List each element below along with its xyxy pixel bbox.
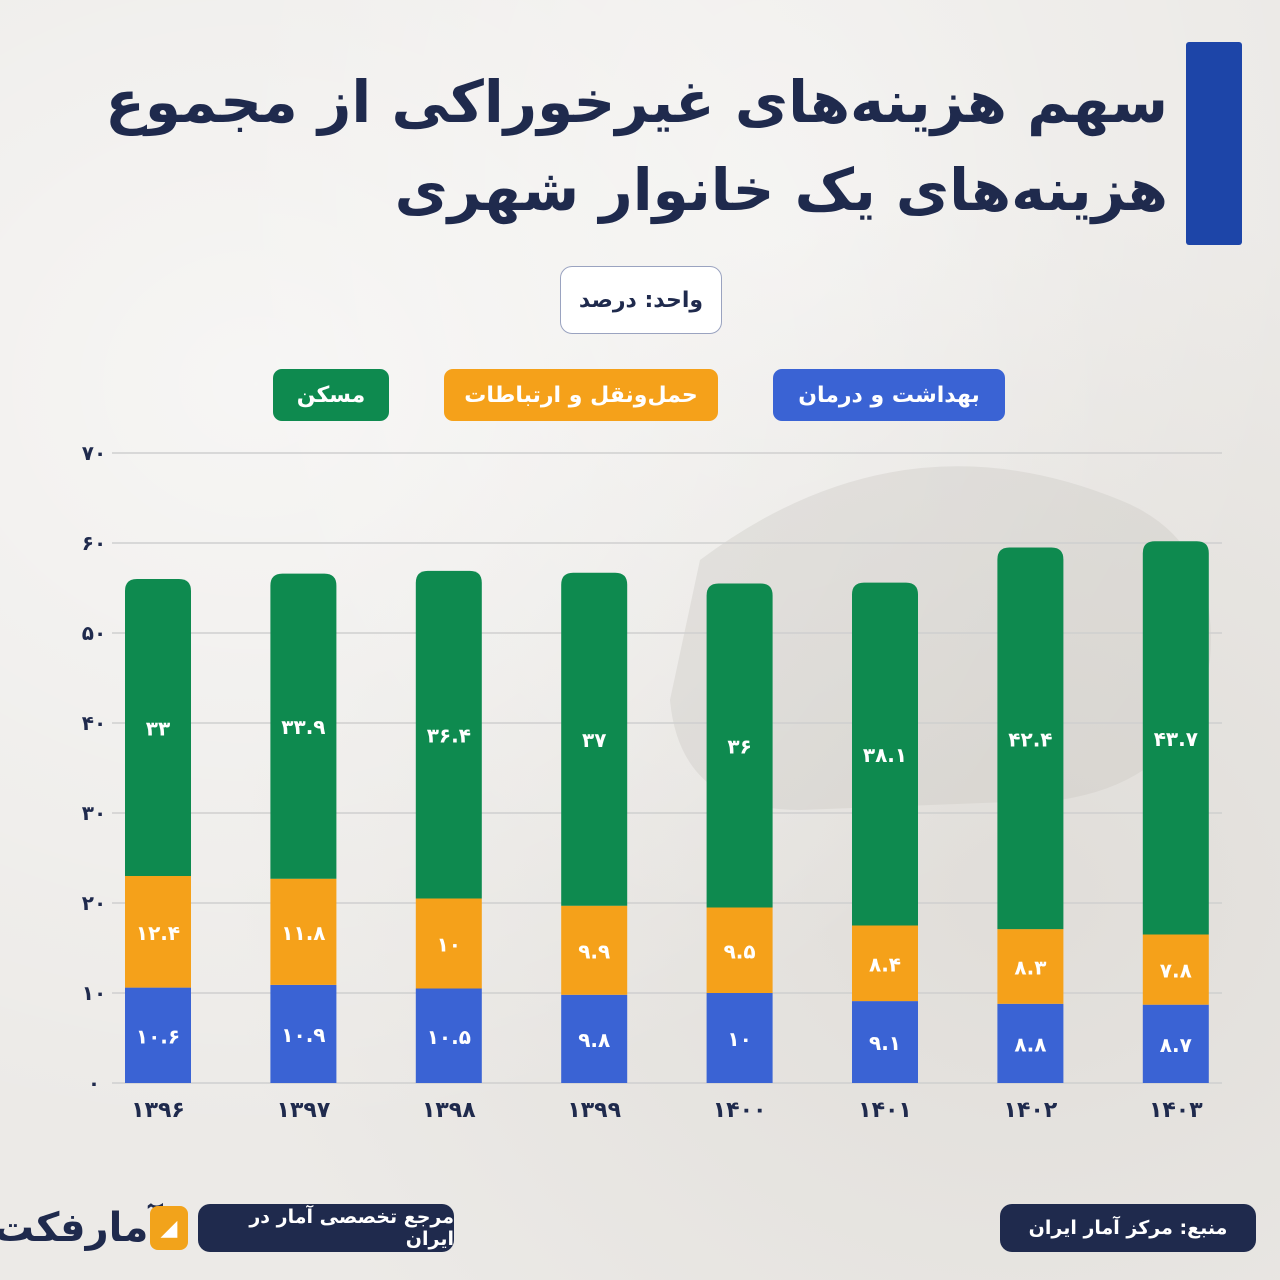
bar-value-label: ۱۱.۸ [281,921,325,945]
bar-segment [852,582,918,926]
legend-health: بهداشت و درمان [773,369,1005,421]
bar-value-label: ۹.۵ [724,939,756,963]
bar-segment [270,878,337,985]
bar-segment [415,898,482,989]
x-tick-label: ۱۳۹۶ [131,1098,185,1123]
source-text: منبع: مرکز آمار ایران [1028,1217,1228,1239]
bar-value-label: ۸.۸ [1014,1032,1046,1056]
bar-segment [415,570,482,899]
legend-housing: مسکن [273,369,389,421]
x-tick-label: ۱۴۰۱ [858,1098,912,1123]
bar-segment [125,579,191,876]
bar-segment [561,994,628,1083]
x-tick-label: ۱۳۹۹ [567,1098,621,1123]
bar-segment [852,1001,918,1083]
tagline-badge: مرجع تخصصی آمار در ایران [198,1204,454,1252]
bar-value-label: ۸.۴ [869,952,901,976]
x-tick-label: ۱۴۰۰ [713,1098,767,1123]
brand-logo: آمارفکت [0,1205,163,1251]
y-tick-label: ۴۰ [82,711,106,735]
bar-segment [997,547,1064,930]
brand-mark-icon: ◢ [150,1206,188,1250]
y-tick-label: ۱۰ [82,981,106,1005]
bar-value-label: ۳۷ [582,728,606,752]
bar-segment [415,988,482,1083]
bar-segment [270,573,337,879]
y-tick-label: ۷۰ [82,441,106,465]
x-tick-label: ۱۳۹۷ [277,1098,331,1123]
bar-value-label: ۱۲.۴ [136,921,180,945]
legend-housing-label: مسکن [296,382,366,408]
bar-value-label: ۸.۷ [1160,1033,1192,1057]
bar-value-label: ۹.۹ [578,939,610,963]
bar-value-label: ۹.۱ [869,1031,901,1055]
y-tick-label: ۳۰ [82,801,106,825]
bar-value-label: ۱۰ [437,933,461,957]
legend-transport-label: حمل‌ونقل و ارتباطات [464,382,698,408]
y-tick-label: ۵۰ [82,621,106,645]
bar-value-label: ۱۰.۵ [427,1025,471,1049]
y-tick-label: ۲۰ [82,891,106,915]
page-title: سهم هزینه‌های غیرخوراکی از مجموع هزینه‌ه… [105,58,1168,234]
unit-label: واحد: درصد [560,266,722,334]
bar-value-label: ۱۰.۹ [281,1023,325,1047]
bar-segment [125,876,191,988]
bar-segment [997,1003,1064,1083]
x-tick-label: ۱۴۰۲ [1004,1098,1058,1123]
bar-segment [561,572,628,906]
title-accent-bar [1186,42,1242,245]
tagline-text: مرجع تخصصی آمار در ایران [249,1206,454,1250]
bar-value-label: ۳۳.۹ [281,715,325,739]
bar-segment [270,984,337,1083]
title-line-2: هزینه‌های یک خانوار شهری [394,156,1168,224]
bar-value-label: ۳۳ [146,717,170,741]
legend-health-label: بهداشت و درمان [798,382,980,408]
bar-value-label: ۴۲.۴ [1008,727,1052,751]
bar-value-label: ۱۰.۶ [136,1024,180,1048]
bar-segment [852,925,918,1002]
bar-value-label: ۷.۸ [1160,959,1192,983]
background-watermark [670,466,1211,810]
bar-segment [706,907,773,993]
y-tick-label: ۰ [88,1071,100,1095]
source-badge: منبع: مرکز آمار ایران [1000,1204,1256,1252]
x-tick-label: ۱۴۰۳ [1149,1098,1203,1123]
bar-segment [561,905,628,995]
bar-value-label: ۹.۸ [578,1028,610,1052]
legend-transport: حمل‌ونقل و ارتباطات [444,369,718,421]
bar-value-label: ۳۶ [727,735,751,759]
bar-segment [1142,934,1209,1005]
bar-segment [997,929,1064,1004]
y-tick-label: ۶۰ [82,531,106,555]
bar-value-label: ۳۶.۴ [427,724,471,748]
bar-segment [1142,1004,1209,1083]
title-line-1: سهم هزینه‌های غیرخوراکی از مجموع [105,68,1168,136]
bar-value-label: ۱۰ [727,1027,751,1051]
bar-segment [706,993,773,1083]
bar-value-label: ۴۳.۷ [1154,727,1198,751]
x-tick-label: ۱۳۹۸ [422,1098,476,1123]
bar-value-label: ۸.۳ [1014,955,1046,979]
bar-segment [1142,541,1209,935]
bar-value-label: ۳۸.۱ [863,743,907,767]
bar-segment [125,987,191,1083]
bar-segment [706,583,773,908]
